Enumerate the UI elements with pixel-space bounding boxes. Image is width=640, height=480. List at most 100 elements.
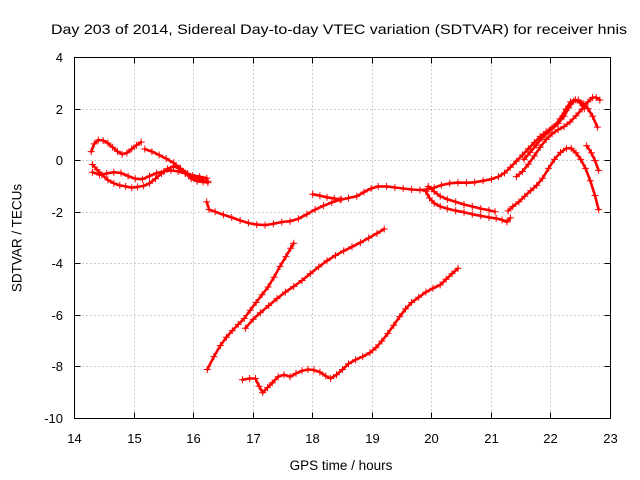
series-line (585, 144, 600, 172)
data-point (390, 321, 398, 329)
y-tick-label: -4 (51, 256, 63, 271)
data-point (340, 247, 348, 255)
data-point (109, 143, 117, 151)
data-point (103, 170, 111, 177)
data-point (454, 179, 462, 187)
data-point (290, 283, 298, 290)
data-point (199, 178, 207, 186)
data-point (118, 150, 126, 158)
x-tick-label: 22 (543, 431, 557, 446)
data-point (219, 211, 227, 219)
data-point (359, 353, 367, 361)
data-point (374, 182, 382, 190)
data-point (536, 143, 544, 151)
data-point (544, 128, 552, 136)
data-point (443, 205, 451, 213)
data-point (131, 175, 139, 183)
data-point (576, 99, 584, 107)
data-point (415, 293, 423, 301)
y-tick-label: 4 (56, 50, 63, 65)
x-tick-label: 18 (305, 431, 319, 446)
data-point (204, 179, 212, 187)
series-line (426, 185, 497, 213)
y-axis-label: SDTVAR / TECUs (10, 184, 25, 293)
data-point (264, 384, 271, 392)
data-point (452, 207, 460, 215)
x-tick-label: 23 (603, 431, 617, 446)
data-point (140, 182, 148, 190)
data-point (110, 179, 118, 187)
data-point (98, 171, 106, 179)
data-point (104, 176, 112, 184)
data-point (402, 305, 410, 313)
data-point (436, 192, 444, 200)
data-point (265, 302, 273, 310)
data-point (211, 208, 219, 216)
data-point (339, 366, 346, 373)
data-point (99, 137, 107, 144)
data-point (234, 320, 242, 328)
data-point (116, 181, 124, 189)
data-point (238, 376, 246, 384)
data-point (128, 184, 136, 192)
data-point (526, 148, 534, 156)
data-point (512, 157, 520, 165)
data-point (567, 144, 575, 152)
data-point (282, 253, 290, 261)
data-point (448, 270, 456, 278)
data-point (270, 273, 278, 281)
data-point (310, 366, 318, 374)
x-tick-label: 15 (127, 431, 141, 446)
data-point (506, 163, 514, 171)
series-15 (238, 264, 462, 397)
data-point (276, 262, 284, 270)
data-point (595, 206, 603, 214)
series-11 (504, 144, 603, 215)
data-point (360, 188, 368, 196)
data-point (460, 208, 468, 216)
data-point (141, 145, 149, 153)
data-point (90, 140, 98, 148)
data-point (550, 123, 558, 131)
data-point (252, 299, 260, 306)
data-point (104, 139, 112, 147)
data-point (152, 175, 159, 183)
data-point (436, 281, 444, 289)
data-point (175, 164, 183, 172)
data-point (589, 112, 597, 120)
data-point (468, 203, 476, 210)
data-point (437, 181, 445, 189)
data-point (372, 344, 380, 352)
data-point (583, 142, 591, 150)
data-point (426, 194, 433, 202)
data-point (422, 288, 430, 296)
data-point (137, 138, 145, 146)
y-tick-label: 0 (56, 153, 63, 168)
data-point (556, 115, 564, 123)
data-point (316, 368, 324, 376)
series-line (515, 96, 602, 178)
data-point (216, 342, 224, 349)
data-point (572, 149, 580, 157)
data-point (322, 372, 330, 380)
data-point (241, 324, 249, 332)
series-13 (203, 239, 298, 373)
data-point (124, 172, 132, 180)
data-point (187, 175, 195, 183)
y-tick-label: -10 (44, 411, 63, 426)
data-point (323, 193, 331, 201)
data-point (560, 123, 568, 131)
data-point (515, 198, 523, 206)
data-point (582, 164, 589, 172)
series-7 (422, 188, 514, 226)
data-point (532, 141, 540, 149)
data-point (304, 366, 312, 373)
data-point (203, 366, 211, 373)
data-point (328, 198, 336, 206)
data-point (240, 315, 248, 322)
data-point (110, 168, 118, 176)
series-6 (309, 190, 345, 203)
data-point (366, 349, 374, 357)
data-point (253, 221, 261, 229)
